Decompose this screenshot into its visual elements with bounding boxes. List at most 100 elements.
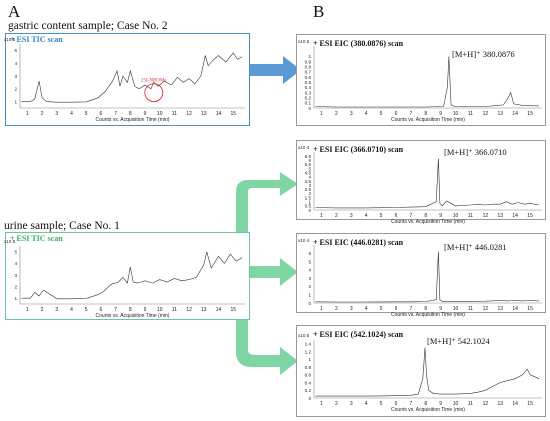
eic-542-x-tick-label: 11 (468, 401, 473, 407)
urine-tic-x-tick-label: 5 (85, 307, 88, 313)
panel-letter-a: A (8, 2, 21, 21)
eic-366-y-tick-label: 1 (308, 200, 311, 205)
eic-380-y-tick-label: 1 (308, 54, 311, 59)
eic-366-y-tick-label: 3 (308, 183, 311, 188)
eic-366-y-tick-label: 0.5 (305, 204, 312, 209)
gastric-tic-y-tick-label: 4 (14, 61, 17, 66)
gastric-tic-x-tick-label: 15 (230, 111, 236, 117)
eic-542-x-tick-label: 2 (335, 401, 338, 407)
eic-380-y-tick-label: 0.8 (305, 64, 312, 69)
eic-542-x-tick-label: 15 (527, 401, 533, 407)
urine-tic-x-axis-label: Counts vs. Acquisition Time (min) (96, 313, 170, 319)
urine-tic-x-tick-label: 12 (186, 307, 192, 313)
gastric-tic-y-tick-label: 3 (14, 74, 17, 79)
eic-380-scale-label: x10 5 (298, 39, 310, 44)
urine-tic-x-tick-label: 1 (26, 307, 29, 313)
gastric-tic-x-tick-label: 2 (41, 111, 44, 117)
eic-542-x-tick-label: 13 (497, 401, 503, 407)
eic-366-x-tick-label: 8 (424, 213, 427, 219)
urine-tic-frame: + ESI TIC scan (5, 232, 250, 320)
urine-tic-x-tick-label: 11 (172, 307, 177, 313)
eic-366-x-tick-label: 4 (365, 213, 368, 219)
gastric-tic-x-tick-label: 5 (85, 111, 88, 117)
eic-380-x-tick-label: 11 (468, 111, 473, 117)
eic-380-y-tick-label: 0.7 (305, 70, 312, 75)
urine-tic-x-tick-label: 6 (99, 307, 102, 313)
eic-366-scale-label: x10 4 (298, 145, 310, 150)
eic-446-frame: + ESI EIC (446.0281) scan [M+H]⁺ 446.028… (296, 233, 546, 313)
gastric-tic-scale-label: x10 5 (4, 37, 16, 42)
eic-446-y-tick-label: 1 (308, 293, 311, 298)
eic-380-y-tick-label: 0.6 (305, 75, 312, 80)
gastric-tic-x-tick-label: 4 (70, 111, 73, 117)
eic-446-x-tick-label: 11 (468, 306, 473, 312)
eic-380-y-tick-label: 0.1 (305, 101, 312, 106)
eic-446-peak-label: [M+H]⁺ 446.0281 (444, 242, 507, 252)
eic-542-x-tick-label: 10 (453, 401, 459, 407)
eic-446-x-tick-label: 15 (527, 306, 533, 312)
eic-380-title: + ESI EIC (380.0876) scan (313, 39, 404, 48)
gastric-tic-x-tick-label: 1 (26, 111, 29, 117)
eic-542-y-tick-label: 1.2 (305, 349, 312, 354)
gastric-tic-x-tick-label: 11 (172, 111, 177, 117)
gastric-tic-x-tick-label: 8 (129, 111, 132, 117)
eic-446-x-tick-label: 12 (483, 306, 489, 312)
gastric-tic-title: + ESI TIC scan (10, 35, 63, 44)
urine-tic-x-tick-label: 15 (230, 307, 236, 313)
eic-366-y-tick-label: 1.5 (305, 195, 312, 200)
eic-542-x-tick-label: 12 (483, 401, 489, 407)
urine-tic-x-tick-label: 14 (216, 307, 222, 313)
eic-542-x-tick-label: 9 (439, 401, 442, 407)
urine-tic-y-tick-label: 1 (14, 296, 17, 301)
eic-366-x-tick-label: 2 (335, 213, 338, 219)
eic-446-x-tick-label: 10 (453, 306, 459, 312)
eic-542-y-tick-label: 0.2 (305, 388, 312, 393)
eic-446-x-axis-label: Counts vs. Acquisition Time (min) (391, 312, 465, 318)
urine-tic-y-tick-label: 2 (14, 284, 17, 289)
eic-366-x-tick-label: 7 (409, 213, 412, 219)
eic-366-y-tick-label: 2.5 (305, 187, 312, 192)
urine-tic-x-tick-label: 2 (41, 307, 44, 313)
eic-366-x-axis-label: Counts vs. Acquisition Time (min) (391, 219, 465, 225)
eic-542-series-line (315, 347, 540, 397)
eic-380-x-tick-label: 6 (395, 111, 398, 117)
eic-380-series-line (315, 56, 540, 108)
eic-380-x-tick-label: 3 (350, 111, 353, 117)
urine-tic-y-tick-label: 3 (14, 273, 17, 278)
eic-542-y-tick-label: 0.8 (305, 365, 312, 370)
eic-366-x-tick-label: 15 (527, 213, 533, 219)
eic-380-x-tick-label: 9 (439, 111, 442, 117)
eic-446-x-tick-label: 8 (424, 306, 427, 312)
gastric-tic-x-axis-label: Counts vs. Acquisition Time (min) (96, 117, 170, 123)
gastric-tic-y-tick-label: 2 (14, 87, 17, 92)
eic-542-x-tick-label: 1 (320, 401, 323, 407)
urine-tic-x-tick-label: 9 (144, 307, 147, 313)
eic-380-y-tick-label: 0.3 (305, 90, 312, 95)
gastric-tic-annotation-circle (144, 83, 164, 103)
eic-446-x-tick-label: 13 (497, 306, 503, 312)
eic-366-y-tick-label: 5.5 (305, 162, 312, 167)
eic-542-y-tick-label: 0.6 (305, 373, 312, 378)
eic-366-y-tick-label: 5 (308, 166, 311, 171)
urine-tic-x-tick-label: 3 (55, 307, 58, 313)
eic-446-x-tick-label: 2 (335, 306, 338, 312)
eic-366-title: + ESI EIC (366.0710) scan (313, 145, 404, 154)
eic-366-x-tick-label: 3 (350, 213, 353, 219)
eic-446-x-tick-label: 7 (409, 306, 412, 312)
eic-542-x-tick-label: 14 (512, 401, 518, 407)
green-arrow-middle (246, 258, 298, 286)
eic-366-x-tick-label: 11 (468, 213, 473, 219)
gastric-tic-frame: + ESI TIC scan (5, 33, 250, 126)
eic-542-x-tick-label: 6 (395, 401, 398, 407)
gastric-tic-series-line (21, 52, 243, 103)
eic-380-peak-label: [M+H]⁺ 380.0876 (452, 49, 515, 59)
eic-446-y-tick-label: 0 (308, 301, 311, 306)
urine-tic-y-tick-label: 4 (14, 261, 17, 266)
eic-542-x-tick-label: 3 (350, 401, 353, 407)
eic-446-title: + ESI EIC (446.0281) scan (313, 238, 404, 247)
eic-542-x-tick-label: 8 (424, 401, 427, 407)
eic-380-x-tick-label: 4 (365, 111, 368, 117)
eic-446-y-tick-label: 5 (308, 259, 311, 264)
